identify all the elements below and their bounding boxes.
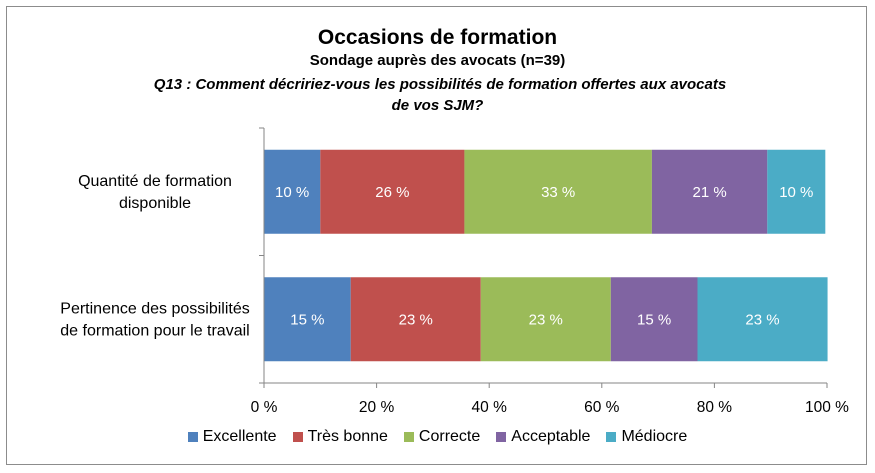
- chart-subtitle: Sondage auprès des avocats (n=39): [309, 52, 566, 69]
- bar-segment: [464, 149, 652, 234]
- data-label: 26 %: [375, 184, 409, 201]
- x-tick-label: 40 %: [472, 399, 508, 416]
- chart-question-line-2: de vos SJM?: [391, 97, 484, 114]
- data-label: 23 %: [745, 311, 779, 328]
- x-tick-label: 20 %: [359, 399, 395, 416]
- data-label: 21 %: [693, 184, 727, 201]
- data-label: 10 %: [275, 184, 309, 201]
- legend-label: Médiocre: [621, 428, 688, 445]
- data-label: 33 %: [541, 184, 575, 201]
- bar-segment: [480, 277, 611, 362]
- legend-label: Acceptable: [511, 428, 591, 445]
- bar-segment: [264, 277, 351, 362]
- legend-label: Excellente: [202, 428, 277, 445]
- legend-label: Très bonne: [307, 428, 388, 445]
- data-label: 15 %: [290, 311, 324, 328]
- bar-segment: [697, 277, 828, 362]
- data-label: 10 %: [779, 184, 813, 201]
- legend-item: Correcte: [403, 428, 481, 446]
- bar-segment: [320, 149, 465, 234]
- legend-label: Correcte: [418, 428, 481, 445]
- x-tick-label: 60 %: [584, 399, 620, 416]
- legend-item: Médiocre: [606, 428, 687, 446]
- chart-frame: [6, 6, 867, 465]
- legend-swatch: [187, 432, 198, 442]
- data-label: 23 %: [529, 311, 563, 328]
- bar-segment: [767, 149, 826, 234]
- legend-swatch: [606, 432, 617, 442]
- x-tick-label: 100 %: [805, 399, 849, 416]
- data-label: 15 %: [637, 311, 671, 328]
- category-label: Pertinence des possibilités: [60, 300, 249, 317]
- bar-segment: [264, 149, 321, 234]
- category-label: de formation pour le travail: [60, 322, 249, 339]
- x-tick-label: 80 %: [697, 399, 733, 416]
- legend-item: Excellente: [187, 428, 277, 446]
- legend-item: Très bonne: [292, 428, 388, 446]
- legend-swatch: [403, 432, 414, 442]
- legend-item: Acceptable: [496, 428, 590, 446]
- legend-swatch: [496, 432, 507, 442]
- chart-question-line-1: Q13 : Comment décririez-vous les possibi…: [153, 76, 727, 93]
- chart-title: Occasions de formation: [317, 26, 558, 49]
- bar-segment: [350, 277, 481, 362]
- category-label: disponible: [119, 195, 191, 212]
- chart-legend: Excellente Très bonne Correcte Acceptable Mé…: [0, 428, 875, 446]
- bar-segment: [651, 149, 768, 234]
- bar-segment: [610, 277, 698, 362]
- category-label: Quantité de formation: [78, 173, 232, 190]
- x-tick-label: 0 %: [251, 399, 278, 416]
- legend-swatch: [292, 432, 303, 442]
- data-label: 23 %: [399, 311, 433, 328]
